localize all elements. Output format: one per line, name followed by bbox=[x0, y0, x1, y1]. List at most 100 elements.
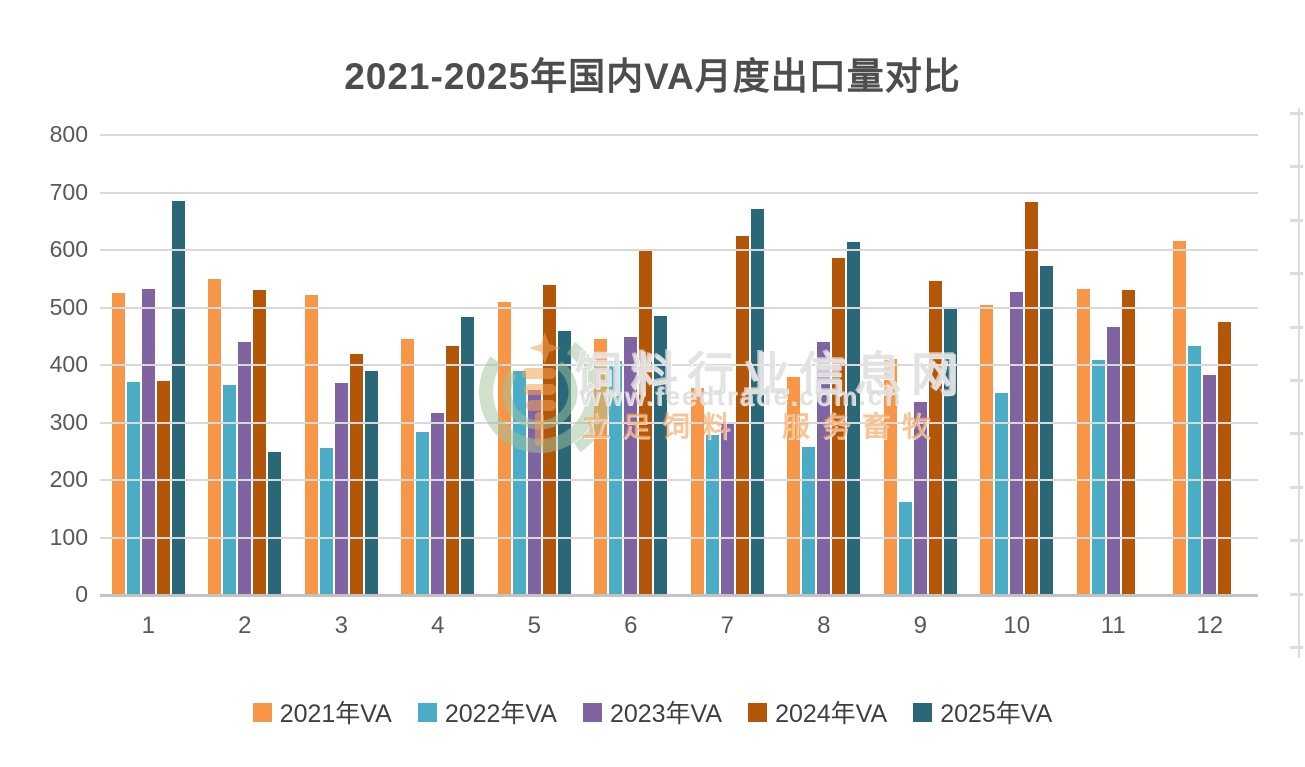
bar-series3-m3 bbox=[334, 382, 348, 595]
bar-series3-m1 bbox=[141, 289, 155, 595]
bar-series5-m6 bbox=[654, 315, 668, 595]
bar-series3-m5 bbox=[527, 389, 541, 595]
y-axis-label: 300 bbox=[49, 408, 88, 435]
bar-series5-m10 bbox=[1040, 266, 1054, 595]
bar-series4-m8 bbox=[832, 257, 846, 595]
month-group-7 bbox=[679, 135, 776, 595]
bar-series1-m5 bbox=[497, 302, 511, 595]
right-axis-tick bbox=[1290, 379, 1303, 382]
gridline-y600 bbox=[100, 249, 1258, 251]
bar-series4-m3 bbox=[349, 354, 363, 595]
bar-series3-m11 bbox=[1106, 327, 1120, 595]
month-group-3 bbox=[293, 135, 390, 595]
bar-series2-m4 bbox=[416, 432, 430, 595]
legend-label: 2021年VA bbox=[279, 700, 392, 728]
bar-series5-m7 bbox=[750, 209, 764, 595]
bar-series5-m1 bbox=[171, 201, 185, 595]
x-axis: 1 2 3 4 5 6 7 8 9 10 11 12 bbox=[100, 612, 1258, 640]
bar-series1-m7 bbox=[690, 388, 704, 595]
gridline-y100 bbox=[100, 536, 1258, 539]
y-axis-label: 200 bbox=[49, 466, 88, 492]
bar-series5-m4 bbox=[461, 316, 475, 595]
x-axis-label-11: 11 bbox=[1100, 612, 1126, 639]
y-axis-label: 700 bbox=[49, 178, 88, 205]
bar-series5-m8 bbox=[847, 242, 861, 595]
bar-series2-m11 bbox=[1091, 359, 1105, 595]
legend-swatch-icon bbox=[748, 702, 768, 722]
y-axis-label: 100 bbox=[49, 523, 88, 550]
gridline-y500 bbox=[100, 306, 1258, 309]
right-axis-tick bbox=[1290, 432, 1303, 436]
bar-series1-m6 bbox=[594, 338, 608, 595]
bar-series4-m10 bbox=[1025, 202, 1039, 595]
bar-series3-m4 bbox=[431, 413, 445, 595]
bar-series1-m3 bbox=[304, 295, 318, 595]
x-axis-label-10: 10 bbox=[1003, 612, 1031, 639]
bar-series3-m12 bbox=[1203, 375, 1217, 595]
right-axis-tick bbox=[1290, 272, 1303, 276]
bar-series1-m8 bbox=[787, 377, 801, 595]
x-axis-label-1: 1 bbox=[141, 612, 155, 639]
y-axis-label: 400 bbox=[49, 351, 88, 377]
x-axis-label-4: 4 bbox=[431, 612, 445, 639]
legend-label: 2023年VA bbox=[609, 700, 723, 728]
right-axis-line bbox=[1290, 108, 1303, 658]
legend-item-series4: 2024年VA bbox=[748, 694, 887, 730]
bar-series2-m12 bbox=[1188, 346, 1202, 595]
x-axis-label-9: 9 bbox=[913, 612, 927, 639]
bar-series5-m9 bbox=[943, 308, 957, 595]
y-axis: 0 100 200 300 400 500 600 700 800 bbox=[28, 0, 88, 767]
gridline-y800 bbox=[100, 134, 1258, 136]
bar-series2-m5 bbox=[512, 370, 526, 595]
month-group-9 bbox=[872, 135, 969, 595]
bar-series5-m5 bbox=[557, 330, 571, 595]
month-group-12 bbox=[1162, 135, 1259, 595]
bar-series4-m4 bbox=[446, 345, 460, 595]
bar-series1-m9 bbox=[883, 358, 897, 595]
bar-series4-m12 bbox=[1218, 322, 1232, 595]
right-axis-tick bbox=[1290, 592, 1303, 596]
legend-item-series5: 2025年VA bbox=[913, 694, 1052, 730]
legend-swatch-icon bbox=[913, 702, 933, 722]
legend-label: 2022年VA bbox=[444, 700, 557, 728]
gridline-y200 bbox=[100, 479, 1258, 481]
month-group-10 bbox=[969, 135, 1066, 595]
right-axis-tick bbox=[1290, 485, 1303, 489]
plot-area bbox=[100, 134, 1259, 597]
legend-item-series2: 2022年VA bbox=[417, 694, 557, 730]
right-axis-tick bbox=[1290, 112, 1303, 115]
bar-series3-m6 bbox=[624, 337, 638, 595]
bar-series2-m9 bbox=[898, 502, 912, 595]
right-axis-tick bbox=[1290, 165, 1303, 169]
bar-series4-m11 bbox=[1121, 290, 1135, 595]
legend-swatch-icon bbox=[582, 702, 602, 722]
y-axis-label: 600 bbox=[49, 236, 88, 262]
bar-series4-m1 bbox=[156, 381, 170, 595]
bar-series2-m2 bbox=[223, 384, 237, 595]
bar-series5-m3 bbox=[364, 370, 378, 595]
month-group-8 bbox=[776, 135, 873, 595]
gridline-y0 bbox=[100, 594, 1258, 597]
x-axis-label-5: 5 bbox=[527, 612, 541, 639]
bar-series4-m7 bbox=[735, 236, 749, 595]
bar-series4-m2 bbox=[253, 290, 267, 595]
x-axis-label-8: 8 bbox=[817, 612, 831, 639]
bar-series3-m10 bbox=[1010, 292, 1024, 595]
bar-series2-m3 bbox=[319, 448, 333, 595]
bar-series2-m10 bbox=[995, 392, 1009, 595]
bar-series3-m7 bbox=[720, 421, 734, 595]
bar-series2-m6 bbox=[609, 361, 623, 595]
bar-series3-m9 bbox=[913, 401, 927, 595]
right-axis-tick bbox=[1290, 646, 1303, 649]
chart-title: 2021-2025年国内VA月度出口量对比 bbox=[344, 56, 961, 97]
legend-swatch-icon bbox=[417, 702, 437, 722]
y-axis-label: 0 bbox=[75, 581, 88, 607]
bar-series1-m1 bbox=[111, 293, 125, 595]
right-axis-tick bbox=[1290, 218, 1303, 222]
bar-series2-m8 bbox=[802, 446, 816, 595]
x-axis-label-12: 12 bbox=[1196, 612, 1224, 639]
bar-series2-m1 bbox=[126, 381, 140, 595]
bar-series1-m12 bbox=[1173, 240, 1187, 595]
legend-label: 2025年VA bbox=[940, 700, 1053, 728]
